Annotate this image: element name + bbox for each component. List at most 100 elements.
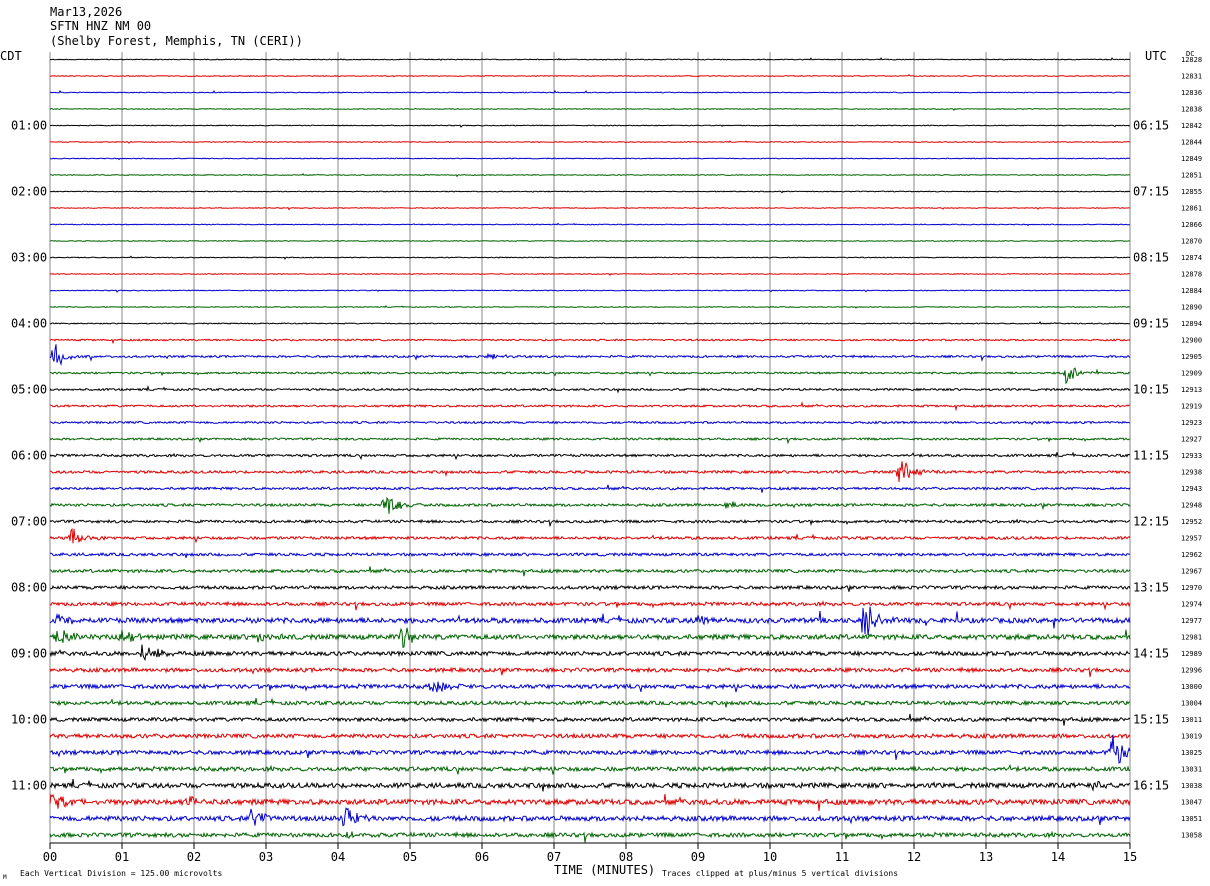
dc-offset-label: 12927 <box>1181 436 1202 444</box>
x-tick-label: 03 <box>259 850 273 864</box>
utc-hour-label: 13:15 <box>1133 581 1169 595</box>
dc-offset-label: 12919 <box>1181 403 1202 411</box>
trace-24 <box>49 451 1131 461</box>
trace-17 <box>49 338 1131 345</box>
dc-offset-label: 12849 <box>1181 155 1202 163</box>
clipping-note: Traces clipped at plus/minus 5 vertical … <box>662 869 898 878</box>
trace-11 <box>49 239 1131 243</box>
trace-4 <box>49 124 1131 128</box>
dc-offset-labels: 12828 12831 12836 12838 12842 12844 12849 12851… <box>1181 56 1202 840</box>
trace-3 <box>49 107 1131 111</box>
dc-offset-label: 12923 <box>1181 419 1202 427</box>
trace-46 <box>49 807 1131 827</box>
x-tick-label: 14 <box>1051 850 1065 864</box>
trace-8 <box>49 190 1131 194</box>
trace-14 <box>49 289 1131 293</box>
dc-offset-label: 12967 <box>1181 568 1202 576</box>
dc-offset-label: 12957 <box>1181 535 1202 543</box>
x-axis-label: TIME (MINUTES) <box>554 863 655 877</box>
dc-offset-label: 12866 <box>1181 221 1202 229</box>
dc-offset-label: 12977 <box>1181 617 1202 625</box>
dc-offset-label: 13051 <box>1181 815 1202 823</box>
dc-offset-label: 12933 <box>1181 452 1202 460</box>
utc-hour-label: 08:15 <box>1133 251 1169 265</box>
dc-offset-label: 12851 <box>1181 172 1202 180</box>
trace-13 <box>49 272 1131 276</box>
corner-mark: M <box>3 874 7 881</box>
trace-2 <box>49 89 1131 94</box>
trace-12 <box>49 255 1131 260</box>
trace-45 <box>49 793 1131 811</box>
dc-offset-label: 13031 <box>1181 766 1202 774</box>
left-axis-label: CDT <box>0 49 22 63</box>
trace-31 <box>50 566 1131 577</box>
seismic-traces <box>49 57 1131 843</box>
trace-34 <box>49 606 1131 636</box>
x-tick-label: 12 <box>907 850 921 864</box>
x-tick-label: 09 <box>691 850 705 864</box>
trace-35 <box>49 627 1131 649</box>
dc-offset-label: 12855 <box>1181 188 1202 196</box>
dc-offset-label: 12948 <box>1181 502 1202 510</box>
trace-0 <box>50 57 1131 61</box>
vertical-grid <box>49 52 1131 843</box>
dc-offset-label: 12970 <box>1181 584 1202 592</box>
dc-offset-label: 12952 <box>1181 518 1202 526</box>
header-location: (Shelby Forest, Memphis, TN (CERI)) <box>50 34 303 48</box>
dc-offset-label: 13047 <box>1181 799 1202 807</box>
x-tick-label: 01 <box>115 850 129 864</box>
utc-hour-label: 16:15 <box>1133 779 1169 793</box>
cdt-hour-label: 06:00 <box>11 449 47 463</box>
trace-47 <box>49 830 1131 843</box>
dc-offset-label: 12913 <box>1181 386 1202 394</box>
trace-40 <box>49 713 1131 726</box>
dc-offset-label: 13025 <box>1181 749 1202 757</box>
trace-39 <box>49 697 1131 708</box>
x-tick-label: 04 <box>331 850 345 864</box>
x-tick-label: 13 <box>979 850 993 864</box>
cdt-hour-label: 02:00 <box>11 185 47 199</box>
trace-15 <box>49 305 1131 309</box>
trace-18 <box>49 344 1131 366</box>
trace-22 <box>50 420 1131 426</box>
cdt-hour-label: 07:00 <box>11 515 47 529</box>
cdt-hour-label: 10:00 <box>11 713 47 727</box>
dc-offset-label: 13000 <box>1181 683 1202 691</box>
dc-offset-label: 12831 <box>1181 73 1202 81</box>
utc-hour-label: 06:15 <box>1133 119 1169 133</box>
trace-23 <box>49 436 1131 445</box>
trace-25 <box>49 461 1131 483</box>
x-tick-label: 05 <box>403 850 417 864</box>
trace-21 <box>49 401 1131 412</box>
trace-38 <box>49 681 1131 693</box>
x-tick-label: 06 <box>475 850 489 864</box>
cdt-hour-label: 01:00 <box>11 119 47 133</box>
dc-offset-label: 12842 <box>1181 122 1202 130</box>
trace-26 <box>49 484 1131 493</box>
x-tick-label: 02 <box>187 850 201 864</box>
trace-29 <box>49 527 1131 544</box>
x-tick-label: 08 <box>619 850 633 864</box>
cdt-hour-label: 09:00 <box>11 647 47 661</box>
dc-offset-label: 12890 <box>1181 304 1202 312</box>
x-tick-label: 00 <box>43 850 57 864</box>
dc-offset-label: 12996 <box>1181 667 1202 675</box>
dc-offset-label: 12838 <box>1181 106 1202 114</box>
dc-offset-label: 13058 <box>1181 832 1202 840</box>
trace-5 <box>49 140 1131 144</box>
dc-offset-label: 12943 <box>1181 485 1202 493</box>
utc-hour-label: 14:15 <box>1133 647 1169 661</box>
dc-offset-label: 12981 <box>1181 634 1202 642</box>
dc-offset-label: 12900 <box>1181 337 1202 345</box>
dc-offset-label: 12938 <box>1181 469 1202 477</box>
cdt-hour-label: 11:00 <box>11 779 47 793</box>
cdt-hour-label: 05:00 <box>11 383 47 397</box>
trace-43 <box>50 763 1131 775</box>
dc-offset-label: 12878 <box>1181 271 1202 279</box>
header-station: SFTN HNZ NM 00 <box>50 19 151 33</box>
trace-33 <box>49 600 1131 611</box>
dc-offset-label: 12870 <box>1181 238 1202 246</box>
header-date: Mar13,2026 <box>50 5 122 19</box>
trace-1 <box>50 73 1131 78</box>
